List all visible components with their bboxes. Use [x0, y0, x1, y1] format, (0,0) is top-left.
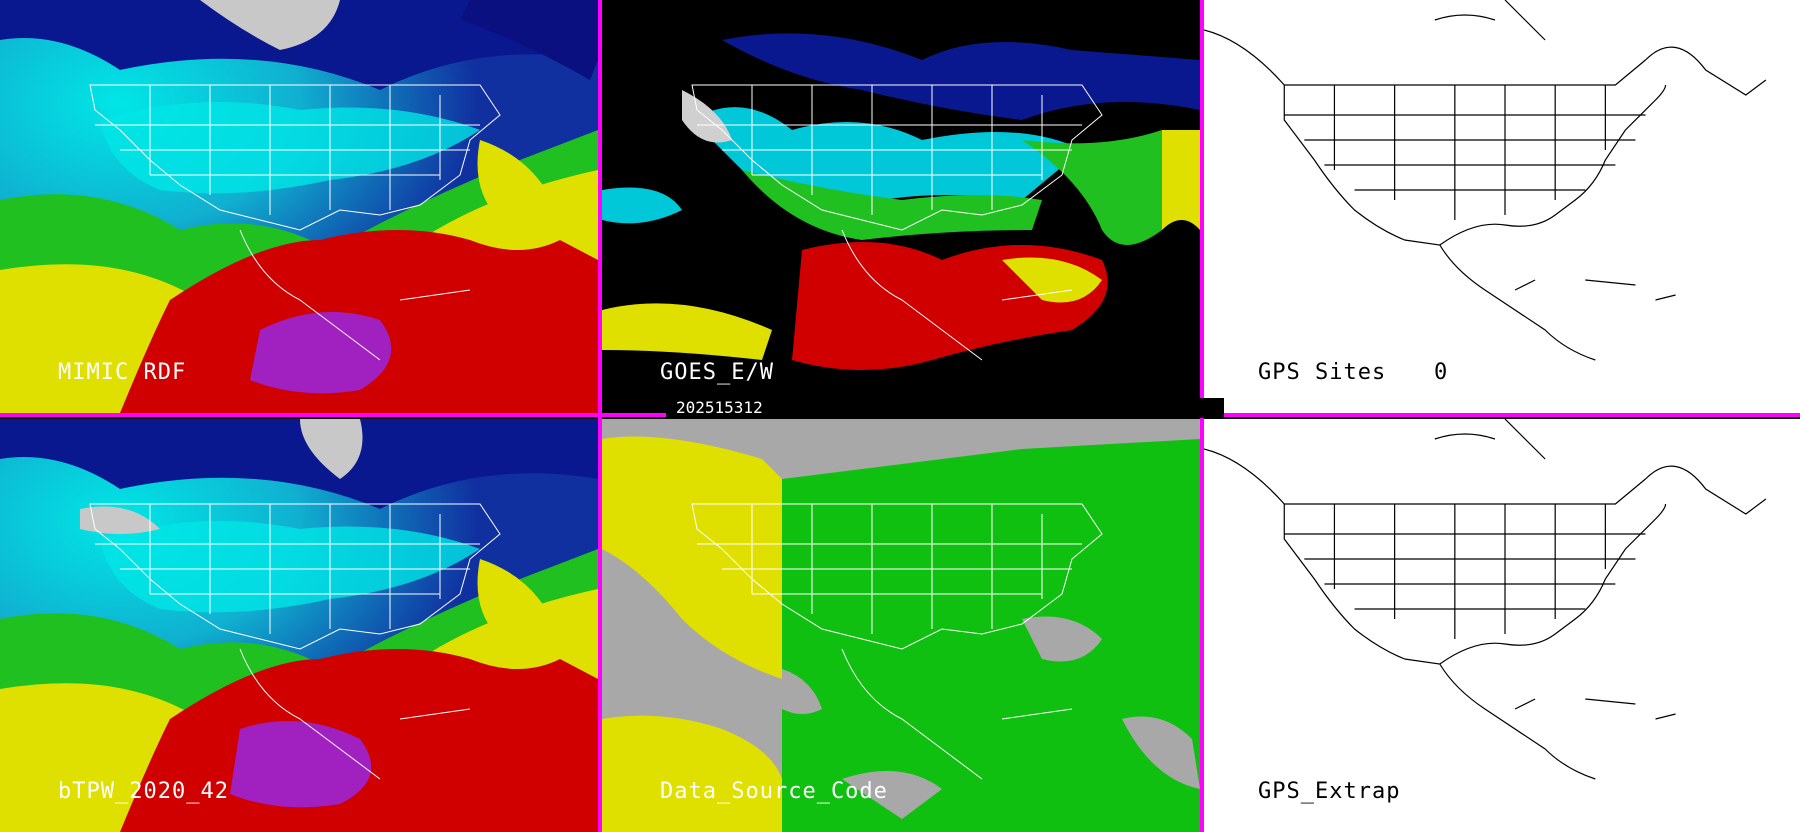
gps-sites-label: GPS Sites: [1258, 360, 1387, 385]
gps-extrap-label: GPS_Extrap: [1258, 779, 1401, 804]
goes-panel: GOES_E/W: [602, 0, 1200, 413]
gps-sites-count: 0: [1434, 360, 1448, 385]
gps-sites-map: [1204, 0, 1767, 361]
dsc-panel: Data_Source_Code: [602, 419, 1200, 832]
btpw-label: bTPW_2020_42: [58, 779, 229, 804]
dsc-map: [602, 419, 1200, 832]
btpw-map: [0, 419, 598, 832]
gps-extrap-panel: GPS_Extrap: [1204, 419, 1800, 832]
gps-extrap-map: [1204, 419, 1767, 780]
dsc-label: Data_Source_Code: [660, 779, 888, 804]
timestamp-bar: 202515312: [666, 398, 1224, 418]
gps-sites-panel: GPS Sites 0: [1204, 0, 1800, 413]
mimic-label: MIMIC RDF: [58, 360, 187, 385]
goes-map: [602, 0, 1200, 413]
btpw-panel: bTPW_2020_42: [0, 419, 598, 832]
goes-label: GOES_E/W: [660, 360, 774, 385]
mimic-panel: MIMIC RDF: [0, 0, 598, 413]
mimic-map: [0, 0, 598, 413]
